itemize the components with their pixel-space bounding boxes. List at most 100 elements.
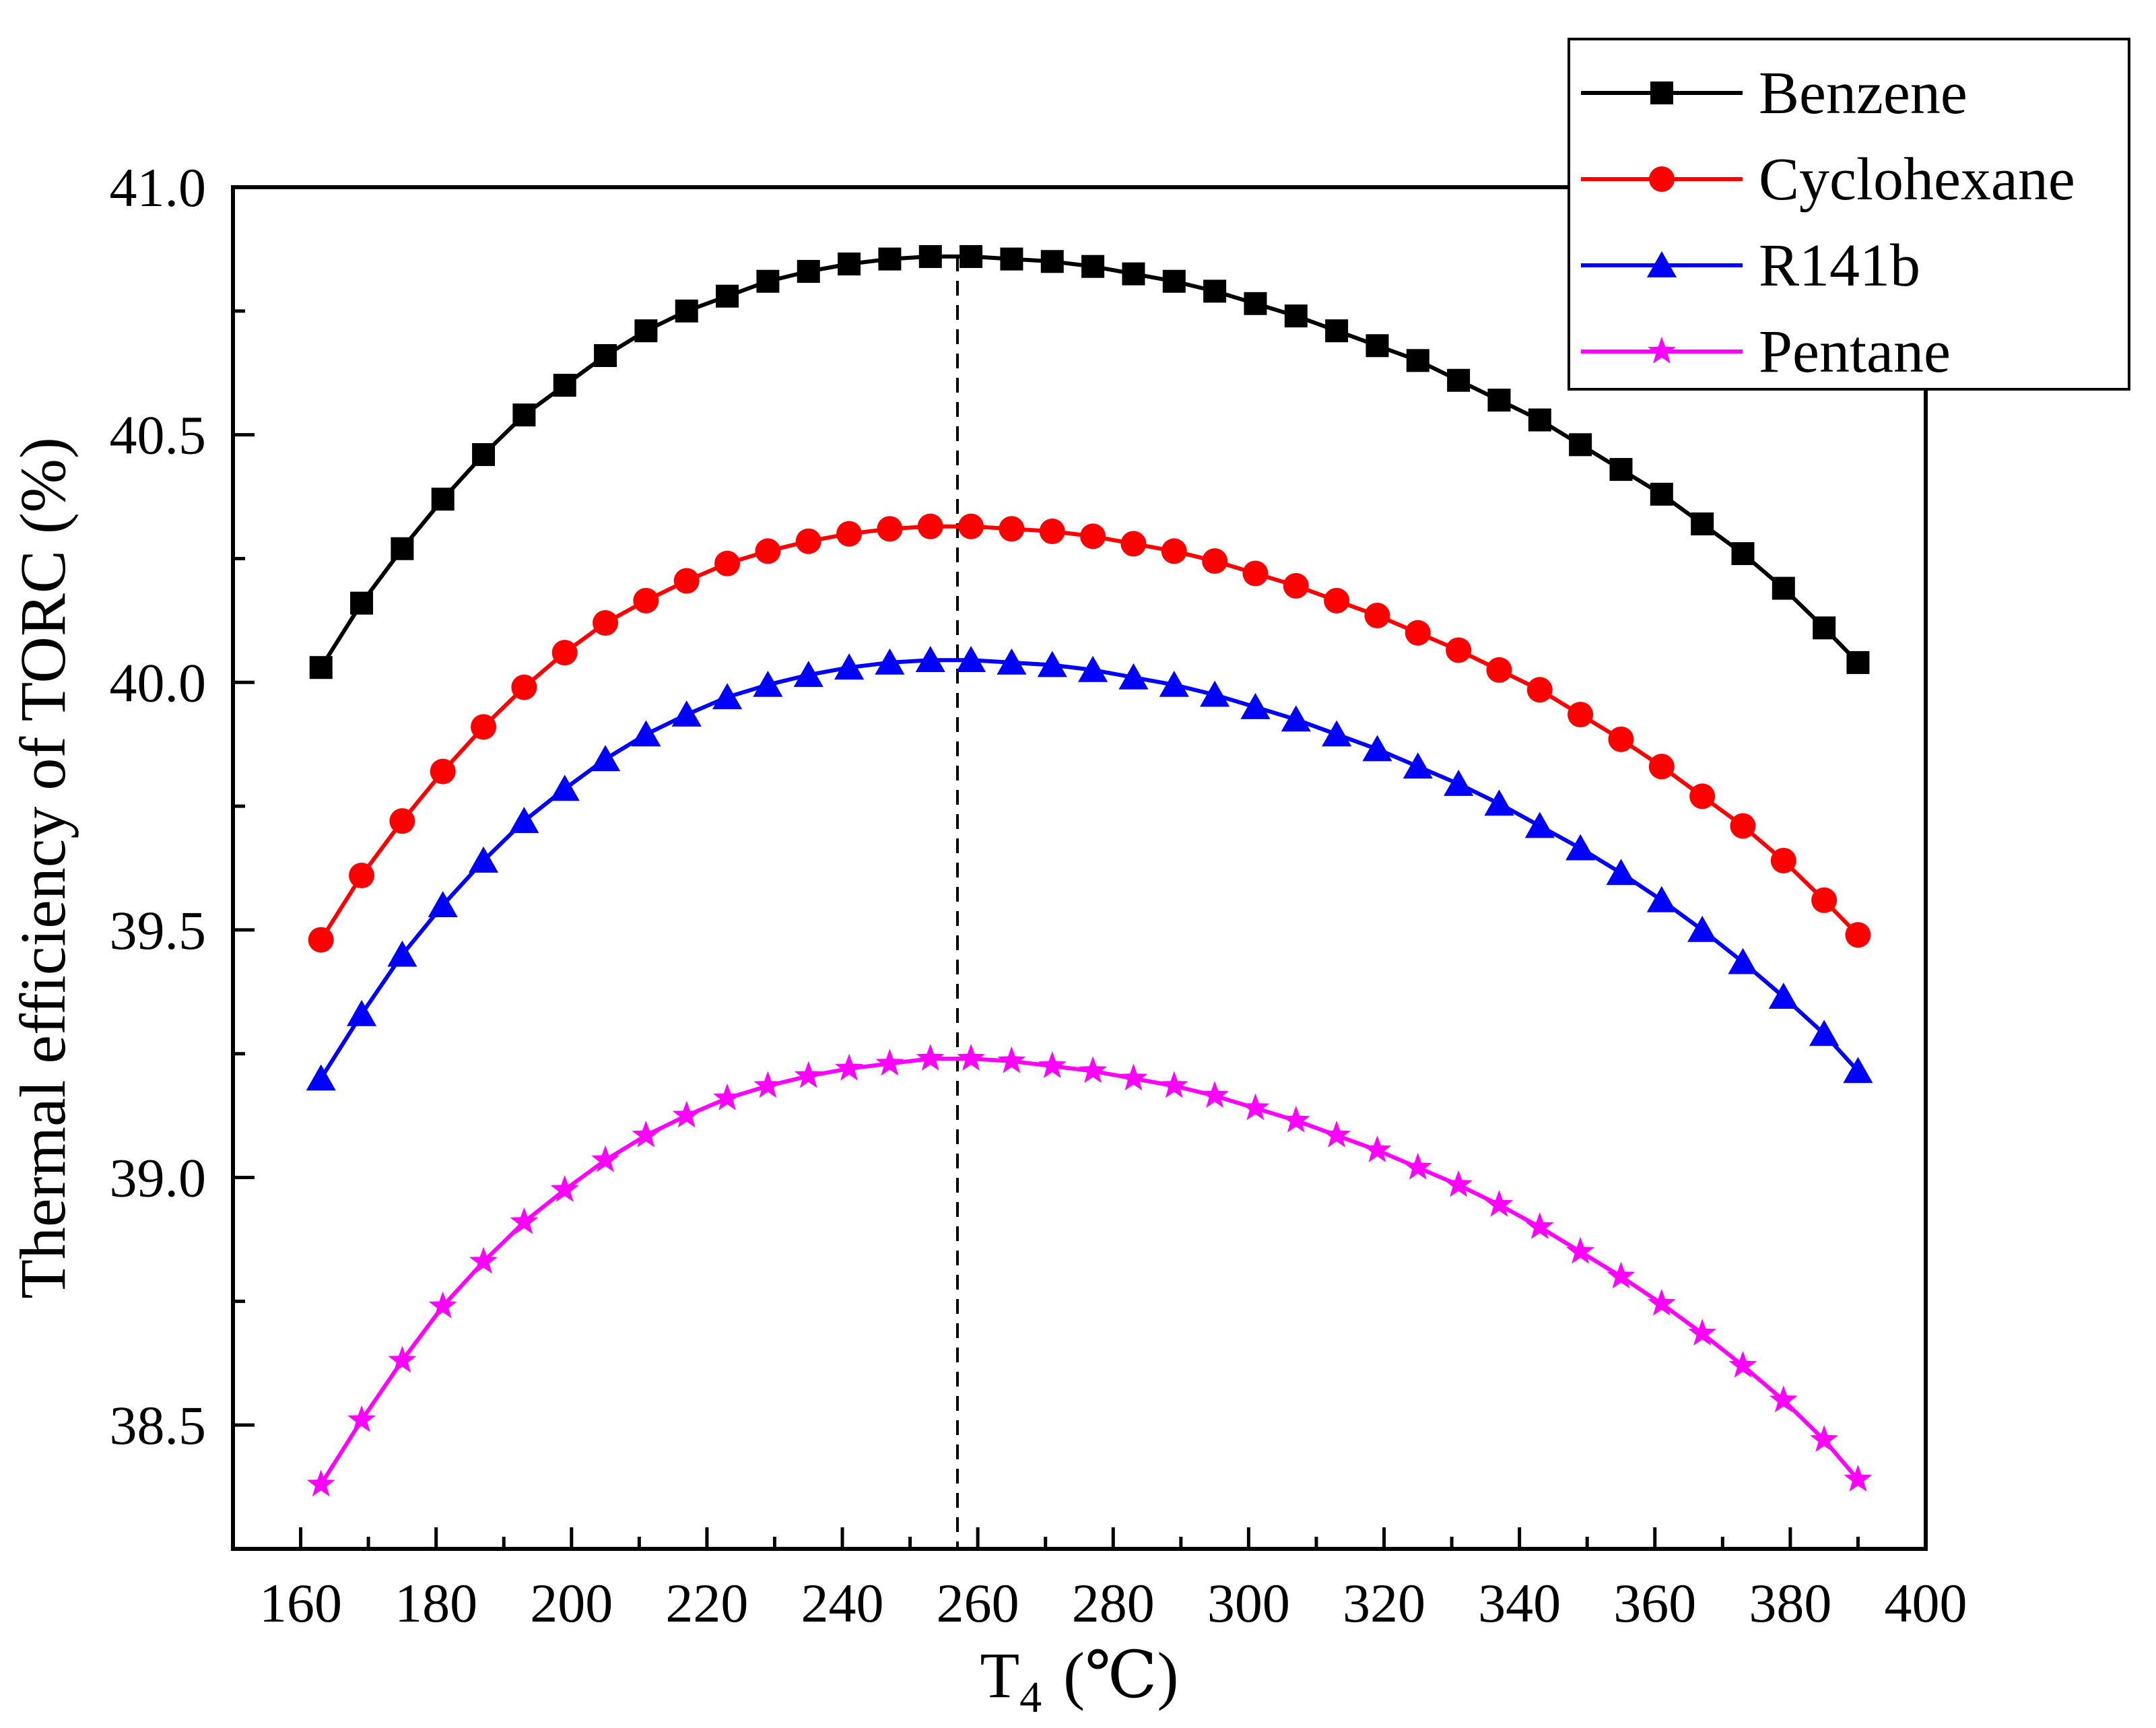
- data-point-cyclohexane: [1730, 813, 1756, 839]
- data-point-r141b: [875, 648, 905, 675]
- data-point-pentane: [1281, 1106, 1310, 1133]
- data-point-cyclohexane: [1811, 887, 1838, 913]
- data-point-r141b: [1606, 859, 1636, 886]
- data-point-cyclohexane: [1405, 620, 1431, 646]
- data-point-benzene: [1366, 334, 1389, 358]
- data-point-cyclohexane: [1161, 538, 1187, 564]
- data-point-r141b: [631, 720, 661, 747]
- data-point-cyclohexane: [917, 513, 943, 539]
- data-point-pentane: [794, 1061, 823, 1088]
- x-tick-label: 260: [937, 1572, 1019, 1634]
- series-r141b: [306, 646, 1873, 1091]
- data-point-pentane: [997, 1046, 1026, 1073]
- data-point-cyclohexane: [877, 516, 903, 542]
- data-point-benzene: [1203, 279, 1227, 303]
- series-group: [306, 244, 1873, 1497]
- data-point-pentane: [1038, 1051, 1067, 1078]
- data-point-benzene: [1406, 349, 1429, 372]
- data-point-pentane: [1241, 1093, 1270, 1121]
- data-point-benzene: [594, 343, 617, 367]
- x-tick-label: 180: [395, 1572, 477, 1634]
- data-point-benzene: [1000, 247, 1023, 271]
- data-point-pentane: [550, 1174, 579, 1202]
- data-point-cyclohexane: [1526, 677, 1553, 703]
- data-point-pentane: [875, 1049, 904, 1076]
- data-point-r141b: [1281, 705, 1311, 732]
- data-point-benzene: [756, 269, 780, 293]
- data-point-pentane: [1201, 1081, 1229, 1108]
- data-point-cyclohexane: [958, 513, 984, 539]
- data-point-benzene: [431, 488, 454, 511]
- data-point-cyclohexane: [1568, 702, 1594, 728]
- x-tick-label: 220: [665, 1572, 748, 1634]
- data-point-pentane: [1159, 1071, 1188, 1098]
- data-point-benzene: [1040, 250, 1064, 273]
- x-tick-label: 200: [530, 1572, 613, 1634]
- data-point-r141b: [387, 940, 417, 967]
- y-tick-label: 40.5: [110, 405, 207, 466]
- data-point-benzene: [716, 284, 739, 308]
- data-point-r141b: [915, 646, 945, 673]
- data-point-r141b: [956, 646, 986, 673]
- data-point-benzene: [1487, 389, 1511, 412]
- data-point-r141b: [1524, 811, 1555, 838]
- data-point-cyclohexane: [836, 521, 863, 547]
- data-point-cyclohexane: [308, 927, 334, 953]
- data-point-benzene: [350, 591, 374, 615]
- legend-label-r141b: R141b: [1759, 232, 1920, 299]
- data-point-benzene: [918, 244, 942, 268]
- data-point-pentane: [1844, 1465, 1873, 1492]
- data-point-pentane: [1769, 1385, 1798, 1413]
- data-point-benzene: [1528, 408, 1551, 432]
- data-point-r141b: [753, 670, 783, 697]
- data-point-r141b: [1728, 948, 1758, 974]
- data-point-r141b: [1037, 651, 1067, 677]
- data-point-benzene: [1731, 542, 1755, 566]
- data-point-r141b: [1809, 1020, 1840, 1046]
- x-axis-title: T4 (℃): [980, 1639, 1179, 1722]
- x-tick-label: 240: [801, 1572, 884, 1634]
- data-point-r141b: [1843, 1057, 1873, 1084]
- y-tick-label: 39.5: [110, 900, 207, 961]
- data-point-pentane: [347, 1405, 376, 1432]
- data-point-cyclohexane: [349, 863, 375, 889]
- data-point-pentane: [469, 1247, 498, 1274]
- data-point-r141b: [509, 807, 539, 833]
- data-point-cyclohexane: [714, 550, 741, 576]
- data-point-cyclohexane: [1080, 523, 1106, 550]
- x-axis-title-unit: (℃): [1063, 1639, 1178, 1711]
- data-point-cyclohexane: [673, 568, 700, 594]
- data-point-cyclohexane: [1689, 783, 1716, 809]
- data-point-cyclohexane: [1486, 657, 1512, 683]
- data-point-r141b: [1768, 983, 1798, 1009]
- data-point-pentane: [1607, 1261, 1636, 1289]
- data-point-pentane: [1485, 1190, 1514, 1217]
- data-point-pentane: [1728, 1350, 1757, 1378]
- data-point-cyclohexane: [389, 808, 415, 834]
- data-point-pentane: [388, 1345, 417, 1373]
- data-point-r141b: [469, 846, 499, 873]
- data-point-benzene: [1122, 262, 1145, 286]
- data-point-r141b: [549, 774, 580, 801]
- data-point-r141b: [1078, 655, 1108, 682]
- x-tick-label: 340: [1478, 1572, 1561, 1634]
- data-point-benzene: [512, 403, 536, 427]
- data-point-pentane: [510, 1207, 539, 1234]
- data-point-cyclohexane: [471, 714, 497, 740]
- data-point-pentane: [632, 1121, 661, 1148]
- data-point-r141b: [1444, 770, 1474, 796]
- data-point-pentane: [753, 1071, 782, 1098]
- series-line-r141b: [319, 658, 1860, 1080]
- legend-label-benzene: Benzene: [1759, 60, 1967, 127]
- data-point-benzene: [1325, 319, 1349, 343]
- data-point-pentane: [713, 1083, 741, 1110]
- data-point-cyclohexane: [551, 640, 578, 666]
- data-point-cyclohexane: [1202, 548, 1228, 574]
- data-point-benzene: [1244, 292, 1267, 315]
- data-point-r141b: [997, 648, 1027, 675]
- data-point-pentane: [916, 1044, 945, 1071]
- data-point-pentane: [1444, 1170, 1473, 1197]
- legend-marker-r141b: [1646, 251, 1677, 277]
- data-point-r141b: [1484, 789, 1514, 816]
- data-point-cyclohexane: [1283, 572, 1309, 599]
